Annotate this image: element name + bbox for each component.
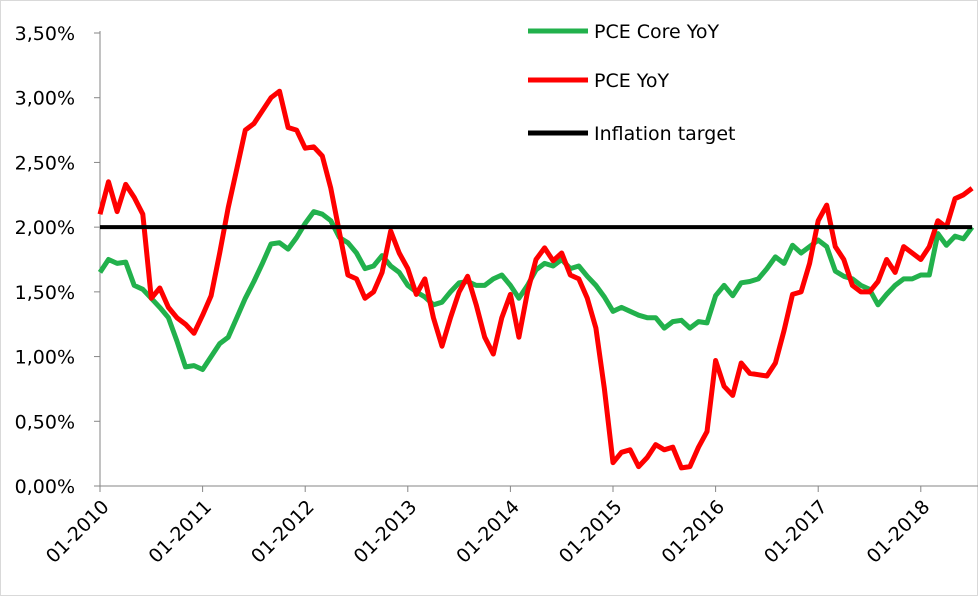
legend-label-inflation-target: Inflation target <box>594 123 735 145</box>
y-tick-label: 0,50% <box>15 411 75 433</box>
plot-area <box>97 88 975 471</box>
y-tick-label: 3,50% <box>15 23 75 45</box>
series-line-pce-yoy <box>97 88 974 471</box>
y-tick-label: 2,00% <box>15 217 75 239</box>
legend: PCE Core YoY PCE YoY Inflation target <box>528 21 735 145</box>
y-tick-label: 0,00% <box>15 476 75 498</box>
legend-label-pce-core-yoy: PCE Core YoY <box>594 21 719 43</box>
series-line-pce-core-yoy <box>97 209 975 372</box>
y-tick-label: 1,50% <box>15 282 75 304</box>
y-tick-label: 2,50% <box>15 152 75 174</box>
y-tick-label: 3,00% <box>15 88 75 110</box>
legend-label-pce-yoy: PCE YoY <box>594 70 669 92</box>
y-tick-label: 1,00% <box>15 347 75 369</box>
